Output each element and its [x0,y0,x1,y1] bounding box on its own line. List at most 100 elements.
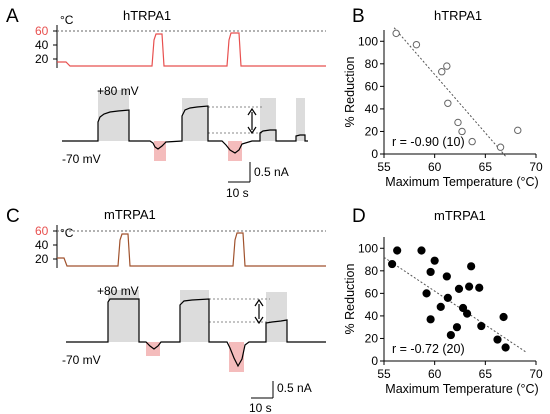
panel-c: C mTRPA1 °C 60 40 20 +80 mV -70 mV 0.5 n… [6,206,326,414]
y-tick-label: 100 [358,34,378,48]
data-point [393,246,402,255]
voltage-high-label-a: +80 mV [97,84,139,98]
x-tick-label: 65 [479,367,493,381]
data-point [458,127,466,136]
voltage-step-shade-a2 [182,98,208,141]
y-tick-label: 60 [365,79,379,93]
data-point [462,309,472,318]
reduction-arrow-down-c [254,316,264,325]
data-point [412,40,421,49]
correlation-annotation: r = -0.90 (10) [392,135,465,149]
voltage-step-shade-c2 [180,290,209,342]
voltage-low-label-c: -70 mV [62,353,101,367]
y-tick-label: 0 [371,354,378,368]
x-tick-label: 60 [428,367,442,381]
scale-current-label-c: 0.5 nA [277,381,312,395]
reduction-arrow-up-a [247,107,257,116]
scale-time-label-a: 10 s [226,186,249,200]
panel-b-title: hTRPA1 [434,8,482,23]
data-point [475,283,484,292]
reduction-arrow-up-c [254,298,264,307]
temperature-axis-a: °C 60 40 20 [35,13,326,68]
current-trace-c [66,298,326,368]
temp-tick-label-40: 40 [35,238,49,252]
data-point [430,256,439,265]
x-tick-label: 65 [479,160,493,174]
temp-unit-label: °C [60,226,74,240]
data-point [442,272,451,281]
data-point [426,267,435,277]
data-point [465,282,474,291]
y-tick-label: 20 [365,331,379,345]
heat-shade-a1 [154,141,166,161]
data-point [422,289,431,298]
temp-tick-label-40: 40 [35,38,49,52]
voltage-step-shade-a1 [98,90,129,141]
data-point [436,302,445,311]
scale-time-label-c: 10 s [249,401,272,414]
y-tick-label: 0 [371,147,378,161]
data-point [444,99,452,107]
correlation-annotation: r = -0.72 (20) [392,342,465,356]
data-point [443,293,452,302]
data-point [388,259,397,269]
trend-line [393,27,506,157]
current-trace-a [62,105,308,154]
temp-tick-label-60: 60 [35,24,49,38]
voltage-step-shade-c3 [266,292,287,342]
data-point [496,143,505,151]
data-point [443,62,451,70]
panel-c-title: mTRPA1 [104,207,156,222]
data-point [426,315,435,324]
temp-tick-label-60: 60 [35,224,49,238]
temperature-trace-a [57,32,326,67]
voltage-step-shade-a4 [296,98,305,141]
panel-a: A hTRPA1 °C 60 40 20 +80 mV -70 mV [6,6,326,200]
data-point [501,343,510,352]
y-tick-label: 40 [365,309,379,323]
data-point [454,118,462,127]
data-point [514,126,522,135]
heat-shade-c2 [229,342,244,372]
y-tick-label: 80 [365,57,379,71]
y-axis-label: % Reduction [343,264,357,335]
voltage-step-shade-a3 [260,98,276,141]
data-point [499,312,508,322]
x-tick-label: 55 [377,160,391,174]
data-point [454,284,464,293]
data-point [467,262,476,271]
data-point [493,335,502,344]
y-tick-label: 20 [365,124,379,138]
panel-letter-c: C [6,206,20,227]
temp-tick-label-20: 20 [35,52,49,66]
data-point [477,321,486,331]
panel-letter-a: A [6,6,19,27]
y-axis-label: % Reduction [343,57,357,128]
x-tick-label: 60 [428,160,442,174]
data-point [438,68,446,76]
data-point [452,323,462,332]
panel-d-title: mTRPA1 [434,208,486,223]
temp-tick-label-20: 20 [35,252,49,266]
x-axis-label: Maximum Temperature (°C) [385,175,538,189]
temperature-trace-c [57,232,326,267]
x-tick-label: 70 [529,160,543,174]
scale-current-label-a: 0.5 nA [254,165,289,179]
data-point [446,330,455,340]
reduction-arrow-down-a [247,126,257,135]
voltage-high-label-c: +80 mV [97,284,139,298]
voltage-low-label-a: -70 mV [62,152,101,166]
panel-a-title: hTRPA1 [123,8,171,23]
heat-shade-a2 [228,141,242,161]
y-tick-label: 40 [365,102,379,116]
data-point [392,29,400,38]
x-tick-label: 55 [377,367,391,381]
x-axis-label: Maximum Temperature (°C) [385,382,538,396]
panel-letter-d: D [352,206,366,227]
y-tick-label: 100 [358,241,378,255]
